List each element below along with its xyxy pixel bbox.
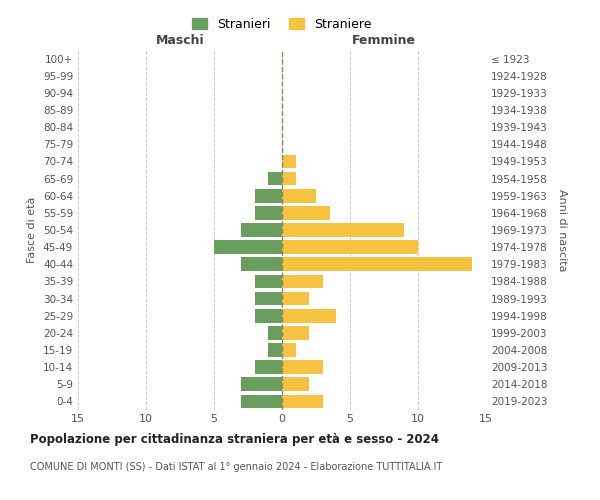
- Bar: [255, 309, 282, 322]
- Bar: [214, 240, 282, 254]
- Bar: [282, 360, 323, 374]
- Text: COMUNE DI MONTI (SS) - Dati ISTAT al 1° gennaio 2024 - Elaborazione TUTTITALIA.I: COMUNE DI MONTI (SS) - Dati ISTAT al 1° …: [30, 462, 442, 472]
- Y-axis label: Anni di nascita: Anni di nascita: [557, 188, 567, 271]
- Bar: [241, 378, 282, 391]
- Bar: [282, 394, 323, 408]
- Bar: [241, 258, 282, 271]
- Bar: [268, 326, 282, 340]
- Bar: [255, 189, 282, 202]
- Y-axis label: Fasce di età: Fasce di età: [28, 197, 37, 263]
- Bar: [241, 223, 282, 237]
- Bar: [282, 292, 309, 306]
- Bar: [282, 274, 323, 288]
- Bar: [241, 394, 282, 408]
- Legend: Stranieri, Straniere: Stranieri, Straniere: [188, 14, 376, 34]
- Bar: [255, 360, 282, 374]
- Bar: [282, 206, 329, 220]
- Bar: [268, 343, 282, 357]
- Bar: [255, 206, 282, 220]
- Bar: [282, 172, 296, 185]
- Bar: [255, 274, 282, 288]
- Text: Femmine: Femmine: [352, 34, 416, 46]
- Bar: [282, 240, 418, 254]
- Bar: [282, 258, 472, 271]
- Bar: [282, 343, 296, 357]
- Bar: [282, 154, 296, 168]
- Bar: [282, 309, 337, 322]
- Text: Popolazione per cittadinanza straniera per età e sesso - 2024: Popolazione per cittadinanza straniera p…: [30, 432, 439, 446]
- Bar: [282, 189, 316, 202]
- Bar: [255, 292, 282, 306]
- Bar: [282, 326, 309, 340]
- Bar: [282, 378, 309, 391]
- Text: Maschi: Maschi: [155, 34, 205, 46]
- Bar: [282, 223, 404, 237]
- Bar: [268, 172, 282, 185]
